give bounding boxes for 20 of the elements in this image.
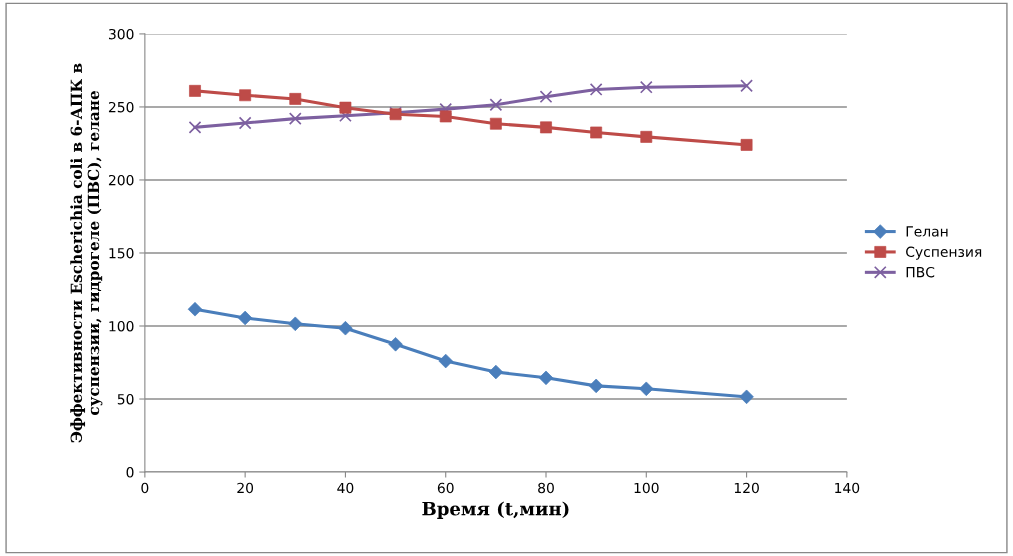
x-tick-label: 80 (538, 482, 554, 494)
x-tick-label: 100 (634, 482, 659, 494)
x-tick-label: 0 (141, 482, 149, 494)
y-axis-title: Эффективности Escherichia coli в 6-АПК в суспензии, гидрогеле (ПВС), гелане (70, 63, 103, 443)
y-tick-label: 50 (117, 393, 134, 405)
y-tick-label: 200 (108, 174, 134, 186)
legend-label: Гелан (906, 226, 948, 237)
y-tick-label: 150 (109, 247, 134, 259)
x-tick-label: 120 (734, 482, 759, 494)
x-tick-label: 40 (337, 482, 354, 494)
legend-label: ПВС (906, 266, 935, 278)
y-tick-label: 100 (109, 320, 134, 332)
x-axis-title: Время (t,мин) (422, 501, 569, 519)
x-tick-label: 140 (835, 482, 860, 494)
x-tick-label: 20 (237, 482, 254, 494)
x-tick-label: 60 (437, 482, 454, 494)
y-tick-label: 0 (126, 467, 134, 478)
y-tick-label: 300 (108, 28, 134, 40)
legend-label: Суспензия (906, 246, 982, 260)
y-tick-label: 250 (108, 101, 134, 113)
